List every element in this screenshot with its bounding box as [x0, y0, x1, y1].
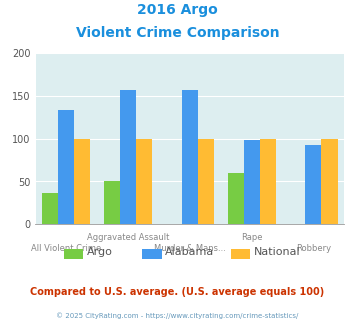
Text: National: National: [254, 248, 300, 257]
Bar: [260, 139, 276, 224]
Text: 2016 Argo: 2016 Argo: [137, 3, 218, 17]
Text: © 2025 CityRating.com - https://www.cityrating.com/crime-statistics/: © 2025 CityRating.com - https://www.city…: [56, 312, 299, 318]
Bar: [58, 110, 75, 224]
Bar: [322, 139, 338, 224]
Bar: [75, 139, 91, 224]
Text: Compared to U.S. average. (U.S. average equals 100): Compared to U.S. average. (U.S. average …: [31, 287, 324, 297]
Text: Argo: Argo: [87, 248, 113, 257]
Text: Robbery: Robbery: [296, 244, 331, 253]
Text: Murder & Mans...: Murder & Mans...: [154, 244, 226, 253]
Text: Violent Crime Comparison: Violent Crime Comparison: [76, 26, 279, 40]
Bar: [120, 90, 136, 224]
Bar: [228, 173, 244, 224]
Text: All Violent Crime: All Violent Crime: [31, 244, 102, 253]
Text: Aggravated Assault: Aggravated Assault: [87, 233, 169, 242]
Bar: [198, 139, 214, 224]
Bar: [305, 145, 322, 224]
Bar: [182, 90, 198, 224]
Bar: [104, 182, 120, 224]
Bar: [42, 193, 58, 224]
Text: Alabama: Alabama: [165, 248, 214, 257]
Text: Rape: Rape: [241, 233, 262, 242]
Bar: [244, 140, 260, 224]
Bar: [136, 139, 152, 224]
